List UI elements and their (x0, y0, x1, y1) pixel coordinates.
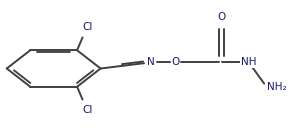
Text: NH₂: NH₂ (267, 82, 287, 92)
Text: Cl: Cl (83, 105, 93, 115)
Text: O: O (217, 12, 226, 22)
Text: Cl: Cl (83, 22, 93, 32)
Text: NH: NH (241, 57, 257, 67)
Text: N: N (147, 57, 154, 67)
Text: O: O (171, 57, 180, 67)
